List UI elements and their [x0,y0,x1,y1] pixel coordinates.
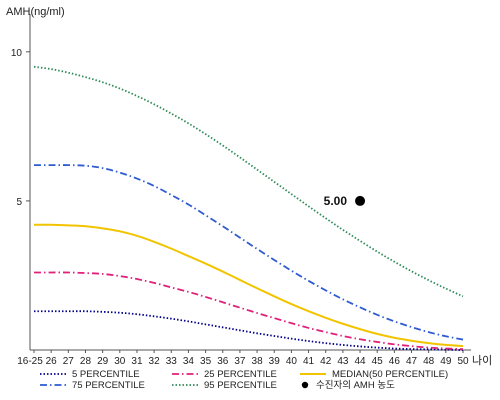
y-ticks: 10 5 [11,48,30,208]
x-tick-label: 37 [234,356,246,367]
series-lines [33,65,464,351]
patient-point [355,195,366,206]
y-axis-title: AMH(ng/ml) [6,6,65,18]
x-tick-label: 42 [320,356,332,367]
x-tick-label: 38 [252,356,264,367]
series-line [34,164,464,341]
x-tick-label: 41 [303,356,315,367]
axes [29,14,471,351]
legend-label: 95 PERCENTILE [204,380,277,391]
x-tick-label: 34 [183,356,195,367]
legend-label-patient: 수진자의 AMH 농도 [316,380,395,391]
x-tick-label: 16-25 [17,356,43,367]
x-tick-label: 40 [286,356,298,367]
legend-label: MEDIAN(50 PERCENTILE) [332,369,448,380]
x-tick-label: 32 [149,356,161,367]
x-tick-label: 39 [269,356,281,367]
x-tick-label: 30 [114,356,126,367]
x-tick-label: 35 [200,356,212,367]
legend-label: 75 PERCENTILE [72,380,145,391]
patient-value-label: 5.00 [324,194,348,208]
x-tick-label: 43 [337,356,349,367]
patient-marker: 5.00 [324,194,366,208]
x-axis-title: 나이 [472,354,492,367]
x-tick-label: 45 [372,356,384,367]
x-tick-label: 31 [131,356,143,367]
x-tick-label: 49 [440,356,452,367]
x-tick-label: 50 [457,356,469,367]
legend: 5 PERCENTILE 25 PERCENTILE MEDIAN(50 PERCE… [40,369,448,391]
x-tick-label: 36 [217,356,229,367]
x-tick-label: 28 [80,356,92,367]
x-ticks: 16-25 26 27 28 29 30 31 32 33 34 35 36 37 38 39 40 41 42 4… [17,350,469,367]
x-tick-label: 48 [423,356,435,367]
legend-label: 5 PERCENTILE [72,369,140,380]
x-tick-label: 29 [97,356,109,367]
x-tick-label: 27 [63,356,75,367]
x-tick-label: 33 [166,356,178,367]
x-tick-label: 44 [354,356,366,367]
x-tick-label: 26 [46,356,58,367]
legend-label: 25 PERCENTILE [204,369,277,380]
series-line [34,310,464,351]
x-tick-label: 46 [389,356,401,367]
series-line [33,223,464,348]
legend-swatch-patient [301,381,309,389]
series-line [33,65,464,298]
series-line [34,271,464,351]
y-tick-label: 5 [16,197,22,208]
y-tick-label: 10 [11,48,23,59]
x-tick-label: 47 [406,356,418,367]
